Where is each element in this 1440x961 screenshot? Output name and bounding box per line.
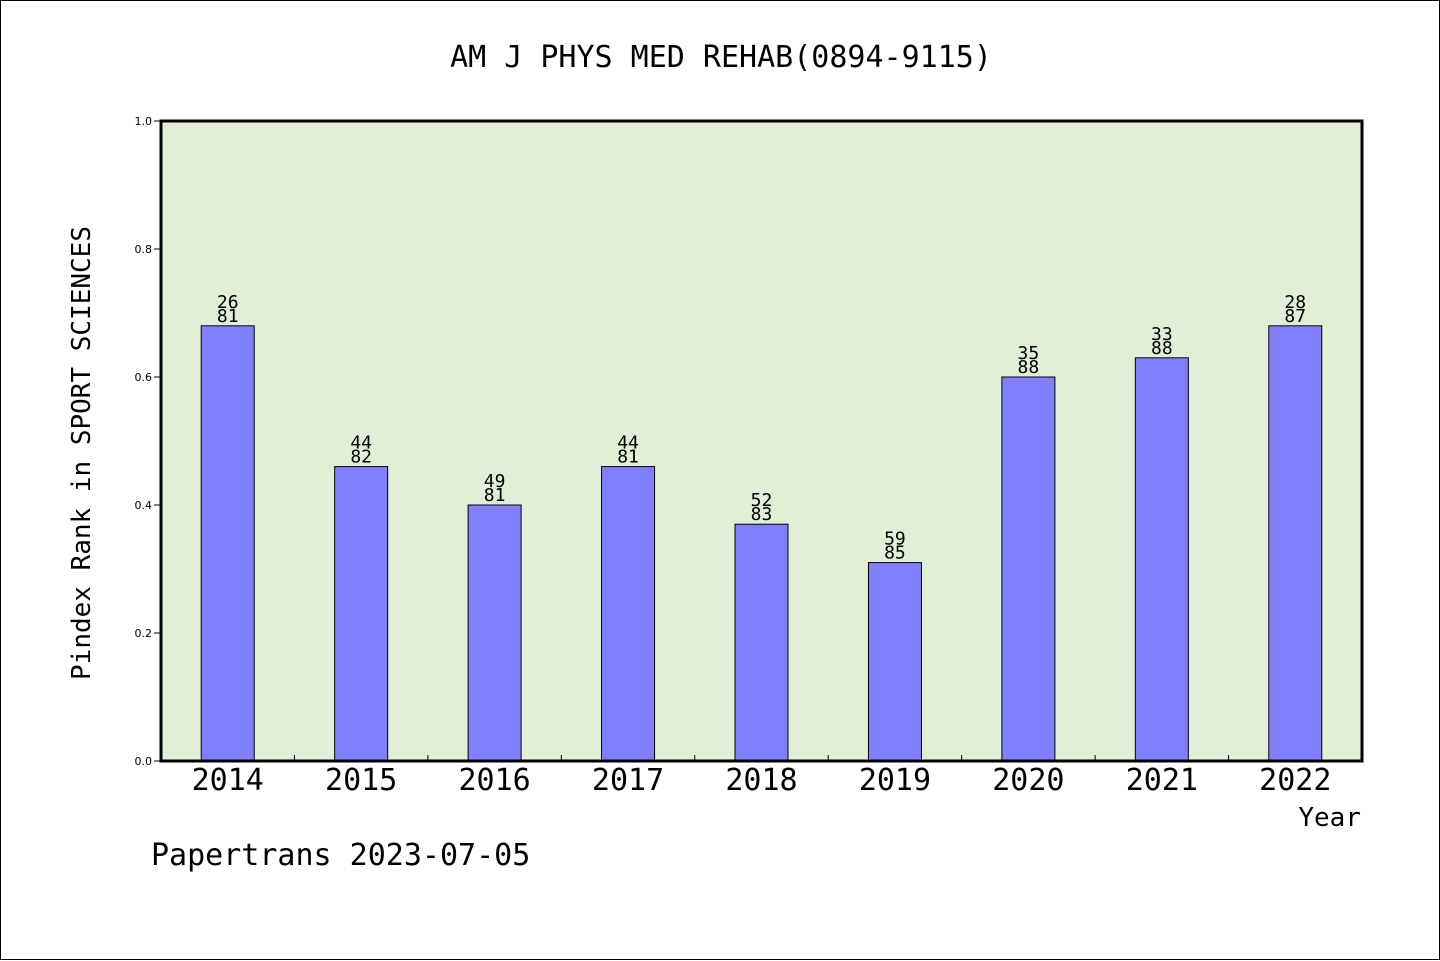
bar-data-label: 35 (1018, 343, 1040, 364)
x-tick-label: 2016 (458, 763, 530, 798)
bar-data-label: 44 (617, 433, 639, 454)
chart-title: AM J PHYS MED REHAB(0894-9115) (450, 40, 992, 75)
bar-data-label: 26 (217, 292, 239, 313)
bar-data-label: 49 (484, 471, 506, 492)
bar-data-label: 28 (1284, 292, 1306, 313)
bar (1134, 357, 1189, 762)
x-tick-label: 2018 (725, 763, 797, 798)
bar-data-label: 88 (1018, 357, 1040, 378)
bar-data-label: 83 (751, 504, 773, 525)
bar (467, 504, 522, 762)
bar-data-label: 52 (751, 490, 773, 511)
bar-data-label: 85 (884, 543, 906, 564)
bar-data-label: 44 (350, 433, 372, 454)
footer-source-date: Papertrans 2023-07-05 (151, 838, 530, 873)
bar-data-label: 88 (1151, 338, 1173, 359)
plot-border (159, 119, 1364, 763)
x-tick-label: 2014 (192, 763, 264, 798)
bar-data-label: 59 (884, 529, 906, 550)
y-tick-label: 0.0 (135, 755, 153, 768)
bar (334, 466, 389, 762)
y-tick-label: 1.0 (135, 115, 153, 128)
x-tick-label: 2021 (1126, 763, 1198, 798)
x-axis-label: Year (1298, 803, 1361, 833)
bar-data-label: 87 (1284, 306, 1306, 327)
x-axis: 2014 2015 2016 2017 2018 2019 2020 2021 2022 (192, 755, 1331, 798)
bar-data-label: 81 (617, 447, 639, 468)
y-axis: 0.0 0.2 0.4 0.6 0.8 1.0 (135, 115, 161, 768)
bar-data-label: 33 (1151, 324, 1173, 345)
bar (867, 562, 922, 762)
bar-data-label: 81 (484, 485, 506, 506)
bar (1268, 325, 1323, 762)
bar (734, 523, 789, 762)
y-tick-label: 0.8 (135, 243, 153, 256)
x-tick-label: 2017 (592, 763, 664, 798)
x-tick-label: 2015 (325, 763, 397, 798)
bar (200, 325, 255, 762)
x-tick-label: 2020 (992, 763, 1064, 798)
bar-data-label: 82 (350, 447, 372, 468)
y-tick-label: 0.2 (135, 627, 153, 640)
bar-data-label: 81 (217, 306, 239, 327)
y-axis-label: Pindex Rank in SPORT SCIENCES (67, 226, 97, 680)
x-tick-label: 2022 (1259, 763, 1331, 798)
y-tick-label: 0.4 (135, 499, 153, 512)
bar (1001, 376, 1056, 762)
bar (601, 466, 656, 762)
x-tick-label: 2019 (859, 763, 931, 798)
y-tick-label: 0.6 (135, 371, 153, 384)
